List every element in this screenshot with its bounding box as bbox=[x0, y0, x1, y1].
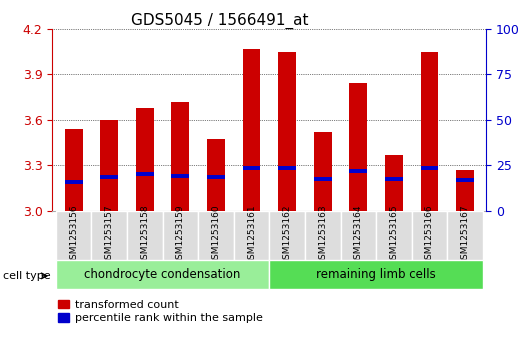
Text: GSM1253165: GSM1253165 bbox=[390, 205, 399, 265]
Bar bbox=[314, 177, 332, 181]
Bar bbox=[207, 139, 225, 211]
Bar bbox=[163, 211, 198, 260]
Text: cell type: cell type bbox=[3, 271, 50, 281]
Text: GSM1253160: GSM1253160 bbox=[211, 205, 221, 265]
Bar bbox=[447, 211, 483, 260]
Bar bbox=[234, 211, 269, 260]
Bar bbox=[65, 180, 83, 184]
Text: GSM1253167: GSM1253167 bbox=[461, 205, 470, 265]
Text: GSM1253163: GSM1253163 bbox=[318, 205, 327, 265]
Bar bbox=[100, 120, 118, 211]
Bar bbox=[136, 172, 154, 176]
Bar bbox=[456, 170, 474, 211]
Text: GSM1253158: GSM1253158 bbox=[140, 205, 149, 265]
Text: remaining limb cells: remaining limb cells bbox=[316, 268, 436, 281]
Bar bbox=[56, 211, 92, 260]
Bar bbox=[269, 260, 483, 289]
Text: GDS5045 / 1566491_at: GDS5045 / 1566491_at bbox=[131, 13, 309, 29]
Bar bbox=[349, 83, 367, 211]
Bar bbox=[456, 178, 474, 182]
Bar bbox=[314, 132, 332, 211]
Bar bbox=[127, 211, 163, 260]
Bar bbox=[305, 211, 340, 260]
Bar bbox=[100, 175, 118, 179]
Bar bbox=[278, 52, 296, 211]
Bar bbox=[278, 166, 296, 170]
Bar bbox=[269, 211, 305, 260]
Bar bbox=[172, 102, 189, 211]
Legend: transformed count, percentile rank within the sample: transformed count, percentile rank withi… bbox=[58, 299, 263, 323]
Bar bbox=[412, 211, 447, 260]
Bar bbox=[243, 49, 260, 211]
Text: GSM1253166: GSM1253166 bbox=[425, 205, 434, 265]
Text: chondrocyte condensation: chondrocyte condensation bbox=[84, 268, 241, 281]
Bar bbox=[65, 129, 83, 211]
Bar bbox=[198, 211, 234, 260]
Bar bbox=[376, 211, 412, 260]
Text: GSM1253162: GSM1253162 bbox=[282, 205, 292, 265]
Bar bbox=[172, 174, 189, 178]
Bar bbox=[420, 52, 438, 211]
Bar bbox=[92, 211, 127, 260]
Text: GSM1253157: GSM1253157 bbox=[105, 205, 113, 265]
Bar bbox=[243, 166, 260, 170]
Bar bbox=[385, 155, 403, 211]
Bar bbox=[420, 166, 438, 170]
Bar bbox=[56, 260, 269, 289]
Text: GSM1253161: GSM1253161 bbox=[247, 205, 256, 265]
Text: GSM1253159: GSM1253159 bbox=[176, 205, 185, 265]
Bar bbox=[136, 108, 154, 211]
Bar bbox=[207, 175, 225, 179]
Bar bbox=[340, 211, 376, 260]
Text: GSM1253164: GSM1253164 bbox=[354, 205, 363, 265]
Bar bbox=[349, 169, 367, 173]
Bar bbox=[385, 177, 403, 181]
Text: GSM1253156: GSM1253156 bbox=[69, 205, 78, 265]
